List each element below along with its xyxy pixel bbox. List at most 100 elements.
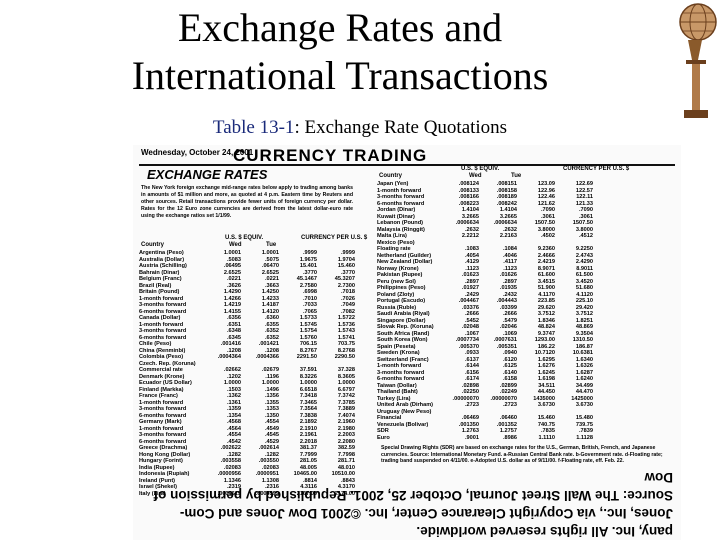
rate-cell: 2.2212 <box>461 233 479 239</box>
rate-cell: 8.3605 <box>337 373 355 380</box>
rate-cell: .01626 <box>499 272 517 278</box>
rate-cell: 7.3418 <box>299 393 317 399</box>
rate-cell: 2.6525 <box>261 269 279 276</box>
rate-cell: 48.010 <box>337 464 355 471</box>
rate-cell: .001421 <box>258 341 279 347</box>
rate-cell: .3770 <box>341 269 355 276</box>
rate-cell: 8.3226 <box>299 373 317 380</box>
rate-cell: 122.96 <box>537 187 555 194</box>
rate-cell: 2.2018 <box>299 438 317 445</box>
rate-cell: 9.2360 <box>537 246 555 252</box>
right-per-header: CURRENCY PER U.S. $ <box>563 166 630 172</box>
country-cell: 3-months forward <box>139 302 187 308</box>
rate-cell: .02662 <box>223 367 241 373</box>
rate-cell: .0000951 <box>255 471 279 477</box>
rate-cell: .9001 <box>465 434 479 441</box>
rate-cell: .6137 <box>465 356 479 363</box>
country-cell: Poland (Zloty) <box>377 291 415 298</box>
rate-cell: 2291.50 <box>296 354 317 360</box>
rate-cell: 1.5733 <box>299 315 317 321</box>
rate-cell: 1.1128 <box>576 434 593 441</box>
rate-cell: .4117 <box>503 259 517 265</box>
rate-cell: .3663 <box>265 282 279 289</box>
country-cell: France (Franc) <box>139 393 178 399</box>
table-row: Commercial rate .02662 .02679 37.591 37.328 <box>139 367 355 374</box>
rate-cell: 122.11 <box>576 194 593 200</box>
table-row: Austria (Schilling) .06495 .06470 15.401 15.… <box>139 263 355 270</box>
rate-cell: 1.6240 <box>575 376 593 382</box>
table-row: Hong Kong (Dollar) .1282 .1282 7.7999 7.7998 <box>139 452 355 459</box>
rate-cell: .6998 <box>303 289 317 295</box>
rate-cell: 382.59 <box>337 445 355 451</box>
rate-cell: .1196 <box>265 373 279 380</box>
rate-cell: 1435000 <box>533 395 555 402</box>
table-row: Norway (Krone) .1123 .1123 8.9071 8.9011 <box>377 266 593 273</box>
rate-cell: 3.7512 <box>575 311 593 317</box>
rate-cell: .2723 <box>503 402 517 408</box>
rate-cell: .7010 <box>303 295 317 302</box>
rate-cell: 122.57 <box>575 187 593 194</box>
rate-cell: .008151 <box>496 181 517 187</box>
rate-cell: .1355 <box>265 399 279 406</box>
country-cell: Netherland (Guilder) <box>377 252 432 259</box>
rate-cell: 2.7300 <box>337 282 355 289</box>
rate-cell: 15.460 <box>337 263 355 269</box>
rate-cell: .7090 <box>541 207 555 213</box>
country-cell: United Arab (Dirham) <box>377 402 434 408</box>
country-cell: 6-months forward <box>139 412 187 419</box>
table-row: Argentina (Peso) 1.0001 1.0001 .9999 .9999 <box>139 250 355 257</box>
rate-cell: 1.5722 <box>337 315 355 321</box>
rate-cell: 15.480 <box>575 415 593 421</box>
rate-cell: 4.1170 <box>538 291 555 298</box>
table-row: Sweden (Krona) .0933 .0940 10.7120 10.6381 <box>377 350 593 357</box>
rate-cell: .1359 <box>227 406 241 412</box>
country-cell: New Zealand (Dollar) <box>377 259 433 265</box>
rate-cell: 1.0001 <box>261 250 279 256</box>
country-cell: 6-months forward <box>139 438 187 445</box>
rate-cell: .1123 <box>503 265 517 272</box>
rate-cell: 45.3207 <box>334 276 355 282</box>
table-row: Italy (Lira) .0004615 .0004599 2167.00 2174.… <box>139 491 355 498</box>
rate-cell: .00000070 <box>490 395 517 402</box>
source-credit: pany, Inc. All rights reserved worldwide… <box>133 470 681 540</box>
table-row: 6-months forward .1354 .1350 7.3838 7.4074 <box>139 413 355 420</box>
rate-cell: 2174.00 <box>334 490 355 497</box>
table-row: Czech. Rep. (Koruna) <box>139 361 355 368</box>
country-cell: Russia (Ruble) <box>377 304 417 311</box>
rate-cell: 1.6245 <box>537 369 555 376</box>
rate-cell: .1503 <box>227 386 241 393</box>
rate-cell: .3626 <box>227 282 241 289</box>
table-row: Malta (Lira) 2.2212 2.2163 .4502 .4512 <box>377 233 593 240</box>
rate-cell: .00000070 <box>452 395 479 402</box>
rate-cell: 61.500 <box>575 272 593 278</box>
table-row: Philippines (Peso) .01927 .01935 51.900 51.6… <box>377 285 593 292</box>
rate-cell: .01927 <box>461 285 479 291</box>
country-cell: 6-months forward <box>139 308 187 315</box>
rate-cell: .06469 <box>461 415 479 421</box>
rate-cell: .008124 <box>458 181 479 187</box>
table-row: Belgium (Franc) .0221 .0221 45.1467 45.3207 <box>139 276 355 283</box>
rate-cell: .03399 <box>499 304 517 311</box>
rate-cell: .2632 <box>503 226 517 233</box>
table-row: Brazil (Real) .3626 .3663 2.7580 2.7300 <box>139 283 355 290</box>
rate-cell: .0004599 <box>255 490 279 497</box>
rate-cell: 7.3465 <box>299 399 317 406</box>
rate-cell: 739.75 <box>575 421 593 428</box>
rate-cell: .6360 <box>265 315 279 321</box>
country-cell: Philippines (Peso) <box>377 285 426 291</box>
country-cell: Uruguay (New Peso) <box>377 408 432 415</box>
rate-cell: 2.2163 <box>499 233 517 239</box>
country-cell: Chile (Peso) <box>139 341 172 347</box>
rate-cell: .004443 <box>496 298 517 304</box>
rate-cell: .1202 <box>227 373 241 380</box>
rate-cell: .6355 <box>265 321 279 328</box>
rate-cell: 61.600 <box>537 272 555 278</box>
table-row: Israel (Shekel) .2319 .2316 4.3116 4.3170 <box>139 484 355 491</box>
country-cell: Slovak Rep. (Koruna) <box>377 324 434 330</box>
country-cell: Portugal (Escudo) <box>377 298 426 304</box>
rate-cell: .1361 <box>227 399 241 406</box>
country-cell: 1-month forward <box>139 295 184 302</box>
rate-cell: .4529 <box>265 438 279 445</box>
rate-cell: 1.4219 <box>223 302 241 308</box>
table-caption-number: Table 13-1 <box>212 117 295 138</box>
